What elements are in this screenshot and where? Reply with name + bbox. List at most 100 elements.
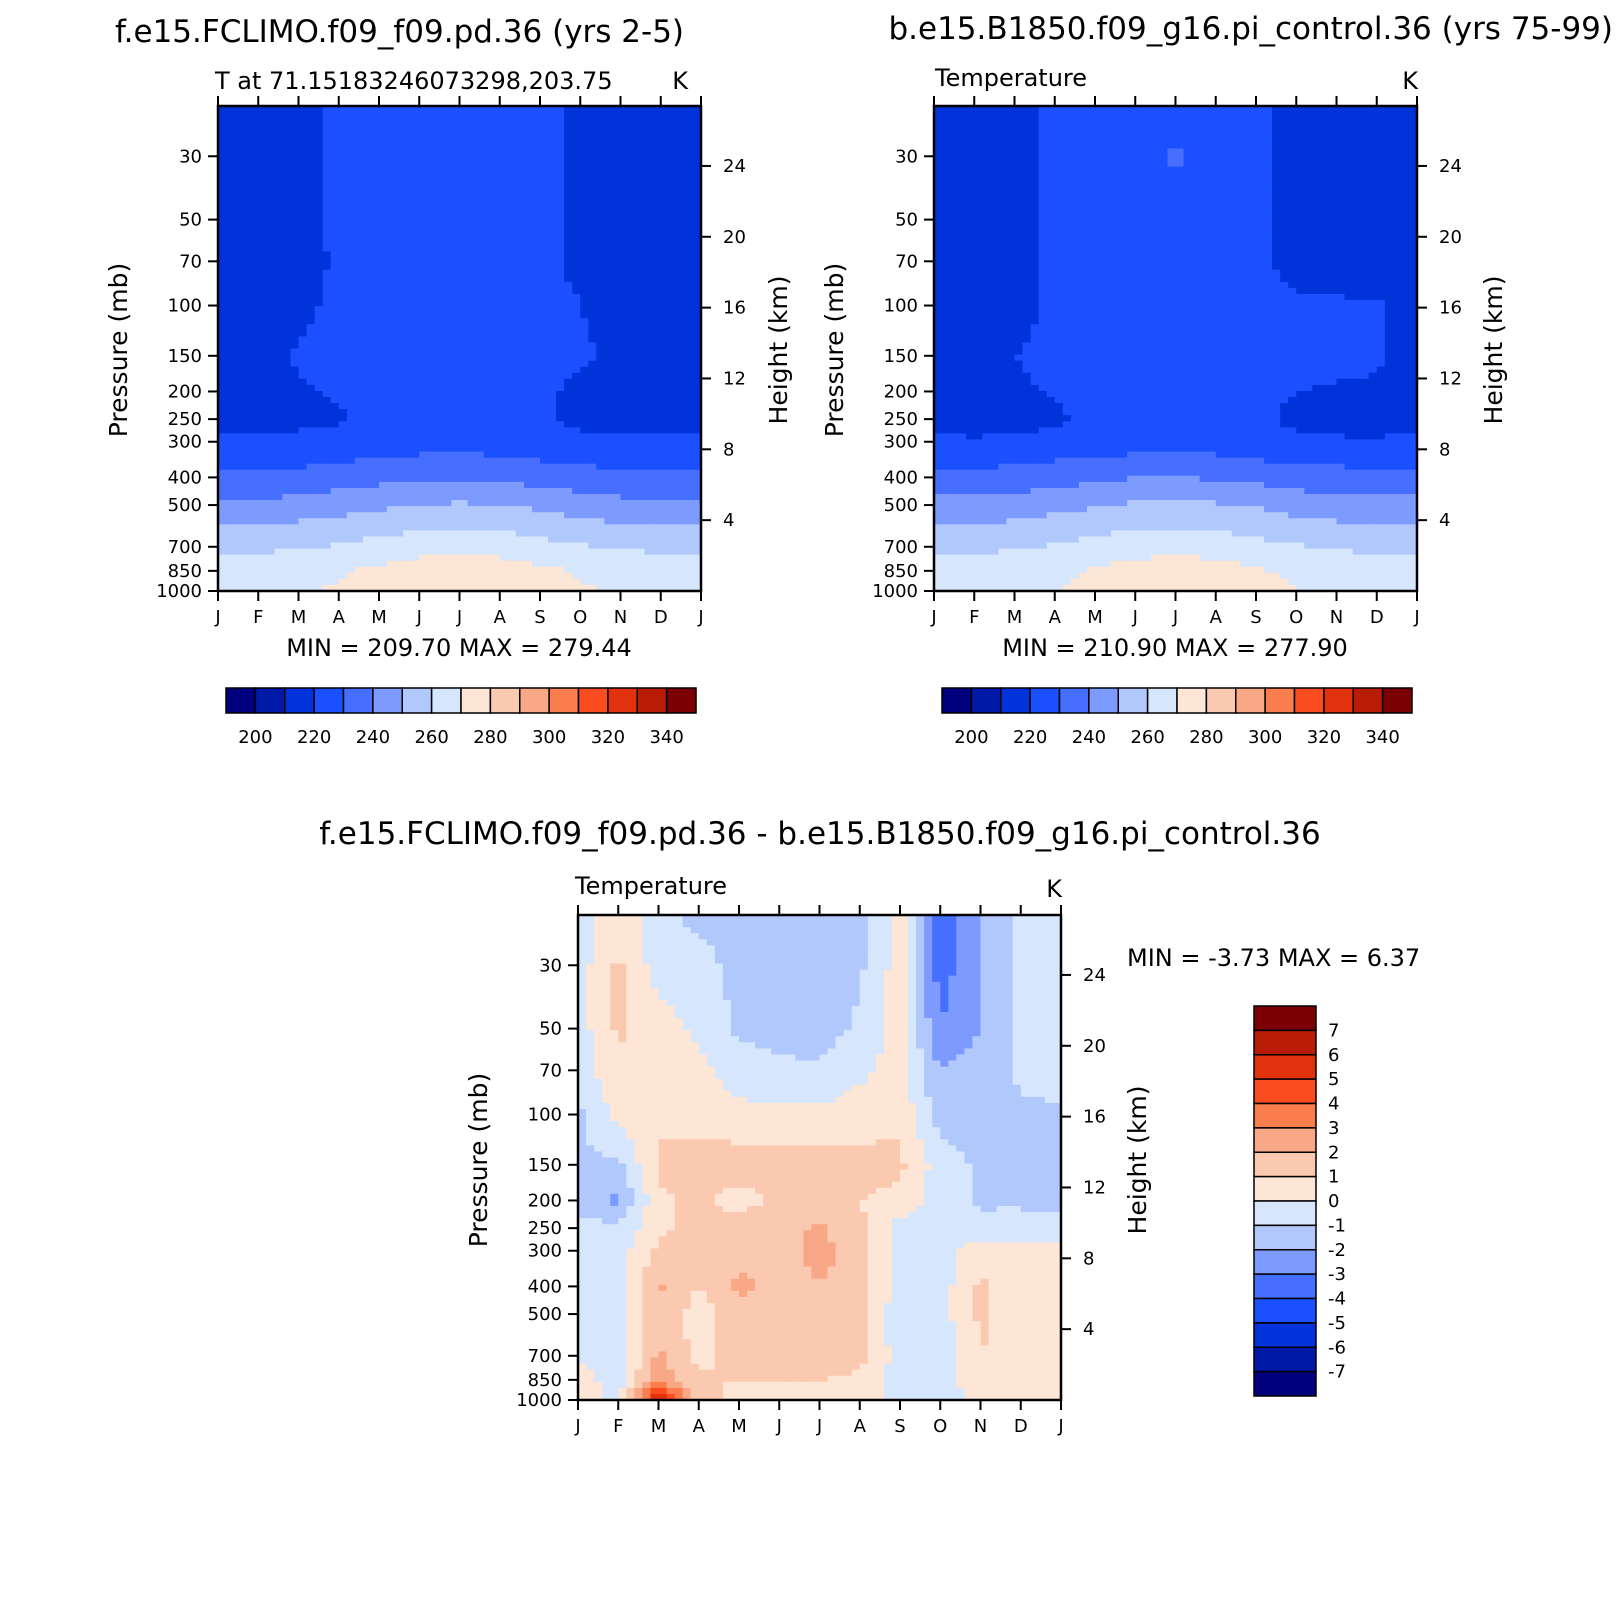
panel1-cell: [274, 239, 283, 247]
panel1-cell: [330, 560, 340, 568]
panel1-cell: [282, 300, 292, 307]
panel1-cell: [459, 530, 469, 538]
panel1-cell: [636, 239, 646, 247]
panel1-cell: [475, 318, 485, 325]
panel1-cell: [411, 154, 420, 162]
panel1-cell: [556, 112, 565, 119]
panel1-cell: [250, 203, 259, 210]
panel1-cell: [596, 578, 605, 586]
panel2-cell: [1167, 106, 1177, 113]
panel1-cell: [370, 148, 380, 156]
panel1-cell: [692, 372, 702, 380]
panel1-cell: [403, 184, 412, 192]
panel1-cell: [403, 287, 412, 295]
panel1-cell: [684, 360, 694, 368]
panel1-cell: [451, 148, 461, 156]
panel1-cell: [684, 196, 694, 204]
panel1-ytick-label: 250: [168, 409, 202, 430]
panel1-cell: [596, 324, 605, 331]
panel1-cell: [628, 354, 638, 362]
panel1-cell: [540, 445, 549, 453]
panel1-cell: [427, 215, 436, 222]
panel1-cell: [435, 524, 444, 531]
panel1-cell: [411, 378, 420, 386]
panel1-cell: [354, 312, 364, 319]
panel1-cell: [580, 300, 589, 307]
panel1-cell: [588, 554, 597, 562]
panel1-cell: [395, 548, 404, 556]
panel1-cell: [515, 536, 525, 544]
panel2-cell: [1127, 106, 1136, 113]
panel1-cell: [580, 245, 589, 253]
panel1-cell: [499, 348, 509, 356]
panel1-cell: [612, 142, 622, 150]
panel1-cell: [234, 421, 243, 428]
panel1-cell: [427, 148, 436, 156]
panel1-cell: [427, 390, 436, 398]
panel1-cell: [499, 251, 509, 259]
panel1-cell: [354, 494, 364, 501]
panel1-cell: [459, 409, 469, 416]
panel1-cell: [322, 548, 332, 556]
panel1-cell: [346, 578, 356, 586]
panel1-cell: [443, 160, 453, 168]
panel1-cell: [443, 112, 453, 119]
panel1-cell: [266, 439, 275, 447]
panel1-xtick-label: S: [534, 607, 545, 628]
panel1-cell: [379, 409, 388, 416]
panel1-cell: [612, 518, 622, 525]
panel1-cell: [531, 427, 541, 434]
panel1-cell: [636, 233, 646, 240]
panel1-cell: [467, 463, 477, 471]
panel1-cell: [346, 136, 356, 143]
panel1-cell: [387, 287, 396, 295]
panel1-cell: [387, 263, 396, 271]
panel1-cell: [314, 336, 324, 344]
panel1-cell: [483, 560, 493, 568]
panel1-cell: [435, 584, 444, 592]
panel1-cell: [322, 536, 332, 544]
panel1-cell: [435, 360, 444, 368]
panel1-cell: [451, 457, 461, 465]
panel1-cell: [596, 487, 605, 495]
panel1-cell: [274, 487, 283, 495]
panel1-cell: [411, 178, 420, 186]
panel1-cell: [443, 136, 453, 143]
panel1-cell: [628, 415, 638, 422]
panel1-cell: [596, 293, 605, 301]
panel1-cell: [652, 112, 662, 119]
panel1-cell: [218, 445, 227, 453]
panel1-cell: [226, 233, 235, 240]
panel1-cell: [258, 136, 267, 143]
panel1-cell: [588, 263, 597, 271]
panel1-cell: [499, 178, 509, 186]
panel1-cell: [266, 530, 275, 538]
panel1-cell: [676, 184, 686, 192]
panel1-cell: [564, 124, 573, 131]
panel2-cell: [1103, 112, 1112, 119]
panel1-cell: [556, 578, 565, 586]
panel1-cell: [636, 136, 646, 143]
panel1-cell: [274, 269, 283, 277]
panel1-cell: [620, 415, 630, 422]
panel1-cell: [242, 124, 251, 131]
panel1-cell: [612, 409, 622, 416]
panel1-cell: [515, 457, 525, 465]
panel1-cell: [370, 354, 380, 362]
panel1-cell: [379, 190, 388, 198]
panel1-cell: [580, 330, 589, 337]
panel1-cell: [354, 536, 364, 544]
panel1-cell: [250, 397, 259, 404]
panel1-cell: [491, 354, 501, 362]
panel1-cell: [523, 221, 533, 228]
panel1-cell: [395, 457, 404, 465]
panel1-cell: [531, 524, 541, 531]
panel1-cell: [379, 475, 388, 483]
panel1-cell: [330, 463, 340, 471]
panel1-cell: [338, 160, 348, 168]
panel1-cell: [354, 269, 364, 277]
panel1-cell: [362, 227, 372, 234]
panel1-cell: [370, 154, 380, 162]
panel1-cell: [338, 427, 348, 434]
panel1-cell: [588, 318, 597, 325]
